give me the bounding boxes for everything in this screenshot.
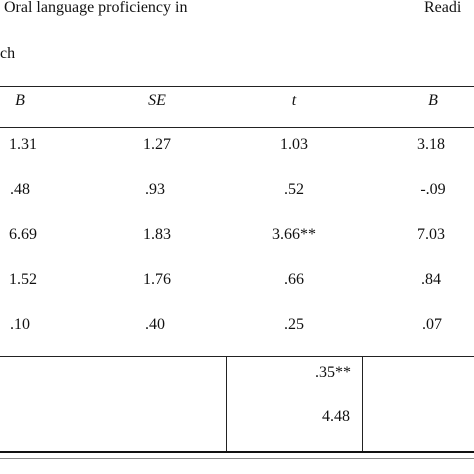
column-divider xyxy=(226,357,227,451)
table-cell: 3.18 xyxy=(417,136,445,153)
table-cell: 1.52 xyxy=(9,271,37,288)
column-divider xyxy=(362,357,363,451)
table-cell: -.09 xyxy=(420,181,446,198)
bottom-rule xyxy=(0,451,474,453)
table-cell: .40 xyxy=(145,316,165,333)
col-header-t: t xyxy=(291,92,297,109)
col-header-b: B xyxy=(15,92,25,109)
f-value: 4.48 xyxy=(322,408,350,425)
table-cell: .07 xyxy=(422,316,442,333)
table-cell: 6.69 xyxy=(9,226,37,243)
table-cell: .10 xyxy=(10,316,30,333)
table-cell: 3.66** xyxy=(272,226,316,243)
table-cell: 1.03 xyxy=(280,136,308,153)
group-subtitle: ch xyxy=(0,45,16,62)
table-cell: .93 xyxy=(145,181,165,198)
table-cell: 7.03 xyxy=(417,226,445,243)
table-cell: .52 xyxy=(284,181,304,198)
table-cell: .84 xyxy=(421,271,441,288)
group-title-oral-language: Oral language proficiency in xyxy=(4,0,188,16)
summary-rule xyxy=(0,356,474,357)
table-cell: .48 xyxy=(10,181,30,198)
table-cell: 1.76 xyxy=(143,271,171,288)
table-cell: 1.27 xyxy=(143,136,171,153)
col-header-b-reading: B xyxy=(428,92,438,109)
table-cell: 1.31 xyxy=(9,136,37,153)
bottom-rule-secondary xyxy=(0,458,474,459)
r-squared-value: .35** xyxy=(315,364,351,381)
table-cell: .25 xyxy=(284,316,304,333)
group-title-reading: Readi xyxy=(424,0,462,16)
table-cell: .66 xyxy=(284,271,304,288)
col-header-se: SE xyxy=(148,92,166,109)
table-cell: 1.83 xyxy=(143,226,171,243)
column-header-rule xyxy=(0,127,474,128)
header-rule xyxy=(0,86,474,87)
